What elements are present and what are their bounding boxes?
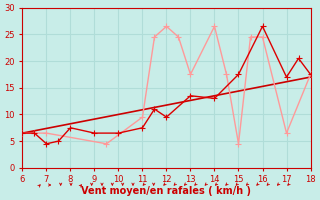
- X-axis label: Vent moyen/en rafales ( km/h ): Vent moyen/en rafales ( km/h ): [82, 186, 252, 196]
